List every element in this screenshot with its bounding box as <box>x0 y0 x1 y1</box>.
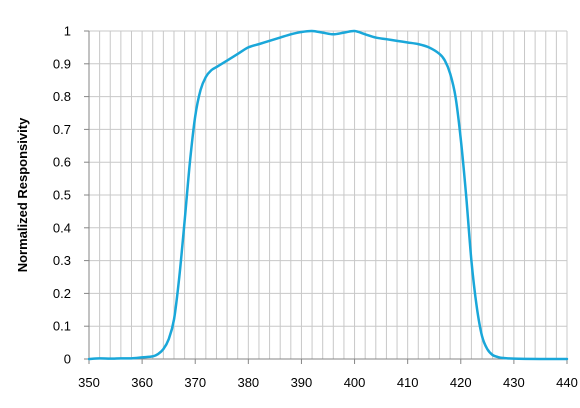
y-tick-label: 0.3 <box>53 253 71 268</box>
x-tick-label: 430 <box>503 375 525 390</box>
x-tick-label: 360 <box>131 375 153 390</box>
x-tick-label: 420 <box>450 375 472 390</box>
responsivity-series-line <box>87 29 569 361</box>
x-tick-label: 390 <box>291 375 313 390</box>
series-layer <box>87 29 569 361</box>
x-tick-label: 350 <box>78 375 100 390</box>
y-tick-label: 0 <box>64 352 71 367</box>
x-tick-label: 440 <box>556 375 578 390</box>
y-tick-label: 0.4 <box>53 220 71 235</box>
y-gridlines <box>89 30 567 327</box>
x-tick-label: 410 <box>397 375 419 390</box>
x-tick-label: 400 <box>344 375 366 390</box>
axes <box>84 30 568 364</box>
y-tick-label: 0.1 <box>53 319 71 334</box>
x-tick-label: 370 <box>184 375 206 390</box>
y-axis-title: Normalized Responsivity <box>15 117 30 272</box>
y-tick-label: 1 <box>64 24 71 39</box>
y-tick-label: 0.2 <box>53 286 71 301</box>
y-tick-label: 0.6 <box>53 155 71 170</box>
y-tick-label: 0.9 <box>53 56 71 71</box>
y-tick-label: 0.5 <box>53 188 71 203</box>
y-tick-label: 0.8 <box>53 89 71 104</box>
y-tick-labels: 0 0.1 0.2 0.3 0.4 0.5 0.6 0.7 0.8 0.9 1 <box>53 24 71 367</box>
x-gridlines <box>99 31 568 359</box>
x-tick-labels: 350 360 370 380 390 400 410 420 430 440 <box>78 375 578 390</box>
x-tick-label: 380 <box>237 375 259 390</box>
y-tick-label: 0.7 <box>53 122 71 137</box>
